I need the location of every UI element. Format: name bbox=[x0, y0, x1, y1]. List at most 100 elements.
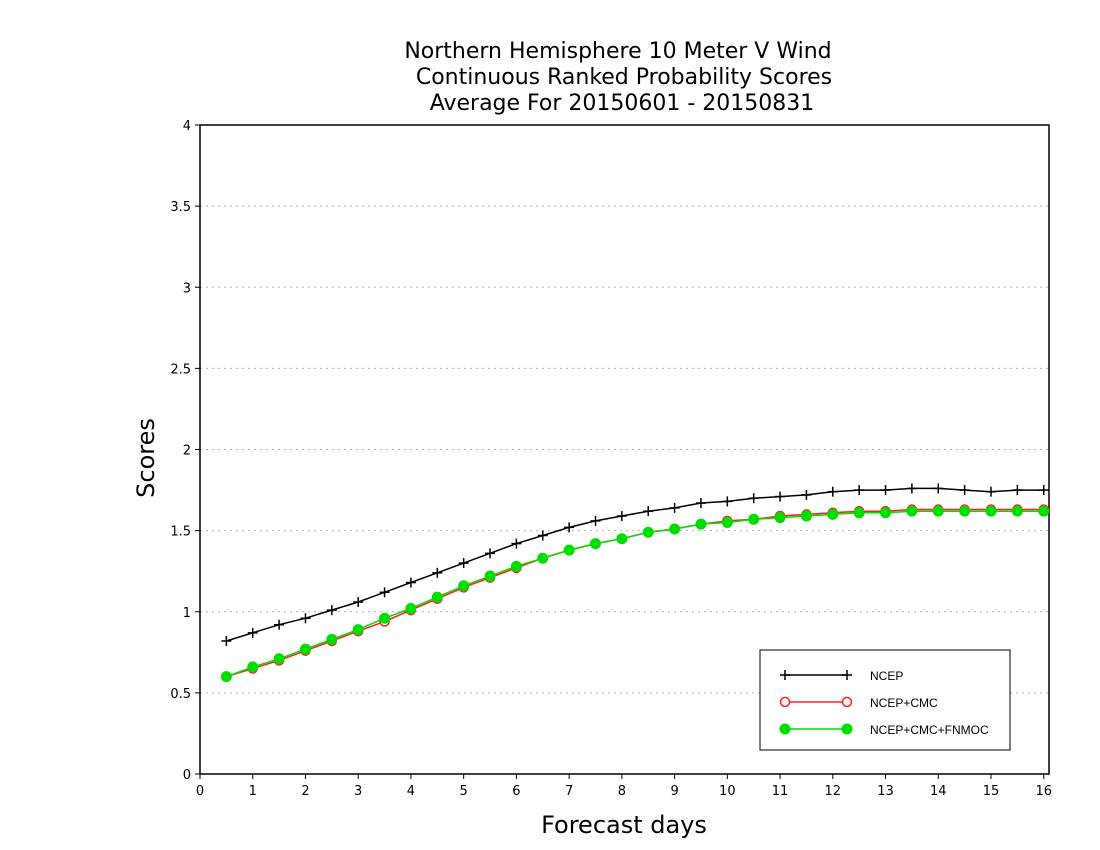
series-ncep-cmc-fnmoc bbox=[220, 505, 1050, 683]
data-point bbox=[405, 577, 416, 588]
data-point bbox=[484, 570, 496, 582]
data-point bbox=[564, 522, 575, 533]
legend-label: NCEP+CMC+FNMOC bbox=[870, 723, 989, 737]
data-point bbox=[563, 544, 575, 556]
data-point bbox=[906, 483, 917, 494]
x-tick-label: 4 bbox=[407, 784, 415, 799]
data-point bbox=[775, 491, 786, 502]
data-point bbox=[326, 605, 337, 616]
data-point bbox=[854, 485, 865, 496]
x-tick-label: 16 bbox=[1035, 784, 1052, 799]
x-tick-label: 10 bbox=[719, 784, 736, 799]
chart-title-line-3: Average For 20150601 - 20150831 bbox=[430, 91, 815, 116]
legend-marker bbox=[780, 670, 790, 680]
data-point bbox=[748, 513, 760, 525]
data-point bbox=[669, 523, 681, 535]
data-point bbox=[959, 485, 970, 496]
x-tick-label: 1 bbox=[249, 784, 257, 799]
x-tick-label: 6 bbox=[512, 784, 520, 799]
data-point bbox=[827, 508, 839, 520]
x-tick-label: 11 bbox=[772, 784, 789, 799]
x-tick-label: 3 bbox=[354, 784, 362, 799]
data-point bbox=[247, 661, 259, 673]
y-tick-label: 4 bbox=[183, 119, 191, 134]
data-point bbox=[616, 533, 628, 545]
data-point bbox=[616, 511, 627, 522]
data-point bbox=[510, 560, 522, 572]
legend-marker bbox=[841, 723, 853, 735]
data-point bbox=[220, 671, 232, 683]
data-point bbox=[643, 506, 654, 517]
gridlines bbox=[200, 205, 1049, 694]
data-point bbox=[352, 624, 364, 636]
data-point bbox=[431, 591, 443, 603]
y-tick-label: 3.5 bbox=[170, 200, 191, 215]
axes: 00.511.522.533.540 1 2 3 4 5 6 7 8 9 10 11 12 13 14 15 1… bbox=[170, 119, 1052, 799]
data-point bbox=[800, 510, 812, 522]
legend-label: NCEP bbox=[870, 669, 903, 683]
legend-marker bbox=[842, 670, 852, 680]
data-point bbox=[379, 612, 391, 624]
data-point bbox=[458, 580, 470, 592]
x-tick-label: 8 bbox=[618, 784, 626, 799]
data-point bbox=[485, 548, 496, 559]
legend-marker bbox=[779, 696, 791, 708]
data-point bbox=[642, 526, 654, 538]
data-point bbox=[247, 627, 258, 638]
x-tick-label: 14 bbox=[930, 784, 947, 799]
data-point bbox=[721, 517, 733, 529]
data-point bbox=[932, 505, 944, 517]
data-point bbox=[748, 493, 759, 504]
x-tick-label: 2 bbox=[301, 784, 309, 799]
x-tick-label: 13 bbox=[877, 784, 894, 799]
data-point bbox=[590, 515, 601, 526]
data-point bbox=[722, 496, 733, 507]
y-axis-label: Scores bbox=[132, 418, 160, 498]
data-point bbox=[432, 567, 443, 578]
chart-title-line-1: Northern Hemisphere 10 Meter V Wind bbox=[404, 39, 831, 64]
data-point bbox=[1038, 505, 1050, 517]
y-tick-label: 0.5 bbox=[170, 687, 191, 702]
data-point bbox=[880, 507, 892, 519]
y-tick-label: 3 bbox=[183, 281, 191, 296]
legend-marker bbox=[779, 723, 791, 735]
chart-title: Northern Hemisphere 10 Meter V Wind Cont… bbox=[404, 39, 832, 116]
data-point bbox=[695, 518, 707, 530]
data-point bbox=[1012, 485, 1023, 496]
data-point bbox=[458, 558, 469, 569]
data-point bbox=[959, 505, 971, 517]
chart-title-line-2: Continuous Ranked Probability Scores bbox=[416, 65, 832, 90]
data-point bbox=[985, 505, 997, 517]
legend-item-ncep: NCEP bbox=[780, 669, 903, 683]
data-point bbox=[273, 653, 285, 665]
y-tick-label: 1 bbox=[183, 606, 191, 621]
x-tick-label: 15 bbox=[983, 784, 1000, 799]
x-tick-label: 12 bbox=[825, 784, 842, 799]
x-tick-label: 7 bbox=[565, 784, 573, 799]
series-ncep bbox=[221, 483, 1049, 646]
data-point bbox=[827, 486, 838, 497]
data-point bbox=[933, 483, 944, 494]
y-tick-label: 0 bbox=[183, 768, 191, 783]
x-axis-label: Forecast days bbox=[541, 811, 707, 839]
data-point bbox=[985, 486, 996, 497]
data-point bbox=[353, 597, 364, 608]
data-point bbox=[695, 498, 706, 509]
data-point bbox=[300, 613, 311, 624]
data-point bbox=[221, 635, 232, 646]
legend-item-ncep-cmc-fnmoc: NCEP+CMC+FNMOC bbox=[779, 723, 989, 737]
data-point bbox=[906, 505, 918, 517]
x-tick-label: 5 bbox=[460, 784, 468, 799]
data-point bbox=[537, 530, 548, 541]
legend-box bbox=[759, 649, 1011, 751]
data-point bbox=[511, 538, 522, 549]
legend-label: NCEP+CMC bbox=[870, 696, 938, 710]
data-point bbox=[589, 538, 601, 550]
y-tick-label: 2.5 bbox=[170, 362, 191, 377]
data-point bbox=[405, 603, 417, 615]
series-lines bbox=[220, 483, 1050, 683]
data-point bbox=[880, 485, 891, 496]
legend-marker bbox=[841, 696, 853, 708]
data-point bbox=[801, 489, 812, 500]
data-point bbox=[669, 502, 680, 513]
